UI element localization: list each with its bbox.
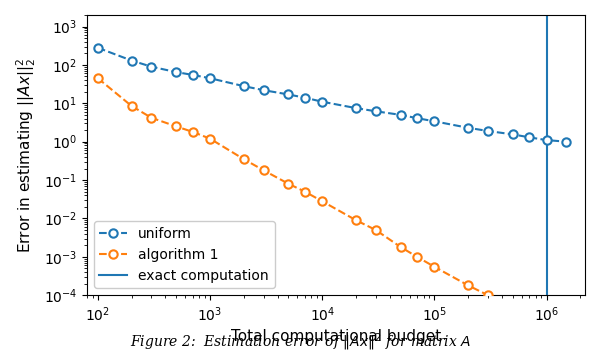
exact computation: [543, 140, 550, 144]
uniform: [526, 135, 533, 139]
algorithm 1: [484, 293, 491, 297]
algorithm 1: [431, 265, 438, 269]
uniform: [563, 140, 570, 144]
Y-axis label: Error in estimating $||Ax||_2^2$: Error in estimating $||Ax||_2^2$: [15, 57, 38, 253]
uniform: [464, 126, 472, 130]
uniform: [413, 116, 421, 120]
uniform: [128, 58, 135, 63]
uniform: [543, 138, 550, 142]
uniform: [94, 46, 101, 50]
uniform: [148, 64, 155, 69]
uniform: [509, 132, 517, 136]
algorithm 1: [128, 104, 135, 108]
algorithm 1: [352, 218, 359, 222]
algorithm 1: [397, 245, 404, 249]
algorithm 1: [319, 199, 326, 203]
algorithm 1: [301, 189, 308, 194]
uniform: [484, 129, 491, 133]
algorithm 1: [189, 130, 196, 134]
algorithm 1: [285, 182, 292, 186]
algorithm 1: [94, 76, 101, 80]
algorithm 1: [206, 136, 214, 141]
uniform: [285, 92, 292, 96]
Legend: uniform, algorithm 1, exact computation: uniform, algorithm 1, exact computation: [94, 221, 275, 288]
uniform: [431, 119, 438, 123]
algorithm 1: [464, 283, 472, 288]
uniform: [260, 88, 267, 92]
uniform: [352, 106, 359, 110]
algorithm 1: [526, 311, 533, 315]
algorithm 1: [240, 157, 247, 161]
X-axis label: Total computational budget: Total computational budget: [231, 329, 441, 344]
uniform: [240, 84, 247, 88]
algorithm 1: [173, 124, 180, 129]
Line: uniform: uniform: [94, 44, 571, 146]
uniform: [189, 73, 196, 77]
Text: Figure 2:  Estimation error of $\|Ax\|^2$ for matrix $A$: Figure 2: Estimation error of $\|Ax\|^2$…: [130, 331, 470, 353]
algorithm 1: [148, 116, 155, 120]
algorithm 1: [413, 255, 421, 259]
Line: algorithm 1: algorithm 1: [94, 74, 551, 360]
algorithm 1: [260, 168, 267, 172]
uniform: [397, 113, 404, 117]
uniform: [173, 70, 180, 74]
algorithm 1: [372, 228, 379, 232]
uniform: [372, 109, 379, 113]
algorithm 1: [509, 303, 517, 307]
uniform: [319, 100, 326, 104]
uniform: [206, 76, 214, 80]
uniform: [301, 95, 308, 100]
